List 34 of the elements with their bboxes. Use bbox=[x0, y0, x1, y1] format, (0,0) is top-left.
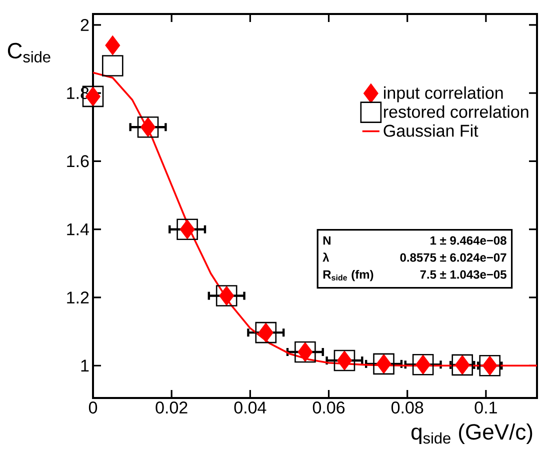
point bbox=[258, 322, 274, 342]
point bbox=[337, 350, 352, 370]
x-tick-label: 0.02 bbox=[156, 402, 188, 414]
x-tick-label: 0.06 bbox=[312, 402, 345, 414]
annotation: N bbox=[323, 236, 330, 245]
y-tick-label: 1 bbox=[81, 360, 89, 372]
annotation: R$_{side}$ (fm) bbox=[323, 270, 374, 282]
x-axis-title: q$_{side}$ (GeV/c) bbox=[412, 424, 532, 444]
x-tick-label: 0.04 bbox=[234, 402, 266, 414]
point bbox=[137, 116, 159, 138]
point bbox=[219, 286, 234, 306]
x-tick-label: 0.1 bbox=[474, 402, 497, 414]
point bbox=[140, 117, 156, 137]
legend-label: restored correlation bbox=[384, 105, 528, 118]
annotation: 0.8575 ± 6.024e−07 bbox=[400, 253, 506, 262]
point bbox=[334, 350, 356, 372]
y-tick-label: 2 bbox=[80, 18, 89, 31]
legend-label: Gaussian Fit bbox=[384, 124, 478, 137]
x-tick-label: 0.08 bbox=[391, 402, 424, 414]
point bbox=[216, 285, 238, 306]
annotation: 7.5 ± 1.043e−05 bbox=[420, 270, 506, 279]
x-tick-label: 0 bbox=[88, 402, 98, 414]
y-tick-label: 1.6 bbox=[67, 155, 89, 168]
y-axis-title: C$_{side}$ bbox=[8, 42, 50, 62]
annotation: λ bbox=[322, 252, 330, 262]
point bbox=[416, 354, 430, 374]
point bbox=[105, 36, 120, 55]
point bbox=[412, 354, 434, 376]
legend-label: input correlation bbox=[384, 86, 503, 102]
point bbox=[102, 55, 124, 76]
point bbox=[255, 322, 277, 344]
annotation: 1 ± 9.464e−08 bbox=[430, 236, 506, 245]
y-tick-label: 1.2 bbox=[67, 292, 89, 304]
y-tick-label: 1.4 bbox=[67, 223, 89, 236]
